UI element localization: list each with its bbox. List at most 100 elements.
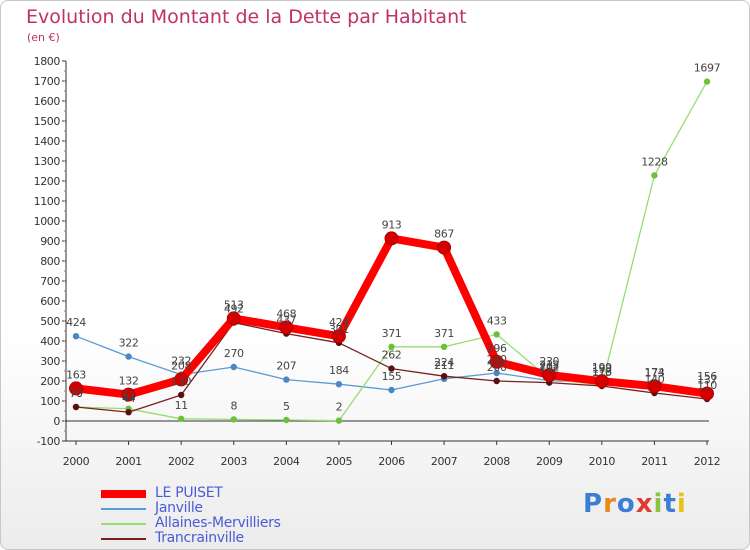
data-point [72,403,80,411]
data-label: 155 [382,370,402,383]
x-tick-label: 2003 [221,455,248,468]
data-point [174,372,189,387]
data-point [335,381,343,388]
data-point [493,369,500,377]
data-label: 230 [539,355,559,368]
data-label: 424 [66,316,86,329]
x-tick-label: 2006 [378,455,405,468]
y-tick-label: 1800 [34,55,61,68]
data-label: 184 [329,364,349,377]
data-label: 192 [539,363,559,376]
x-tick-label: 2010 [589,455,616,468]
data-point [440,373,448,380]
data-label: 202 [539,361,559,374]
data-label: 140 [645,373,665,386]
data-label: 178 [592,365,612,378]
data-point [230,416,237,423]
data-label: 2 [336,401,343,414]
data-label: 224 [434,356,454,369]
y-tick-label: 1000 [34,215,61,228]
chart-legend: LE PUISET Janville Allaines-Mervilliers Tra… [101,486,281,546]
data-point [125,409,132,416]
legend-item: Trancrainville [101,531,281,546]
x-tick-label: 2000 [63,455,90,468]
y-tick-label: 300 [40,355,60,368]
data-point [647,379,662,394]
data-label: 199 [592,361,612,374]
data-label: 371 [382,327,402,340]
legend-label: LE PUISET [155,485,223,501]
data-point [279,320,294,335]
legend-swatch [101,507,146,510]
data-label: 232 [171,355,191,368]
x-tick-label: 2009 [536,455,563,468]
data-point [283,416,290,424]
legend-label: Trancrainville [155,530,244,546]
x-tick-label: 2007 [431,455,458,468]
data-point [493,377,500,385]
x-tick-label: 2011 [641,455,667,468]
data-point [437,240,452,255]
data-point [335,417,343,424]
data-label: 110 [697,379,717,392]
data-point [226,311,241,326]
x-tick-label: 2001 [115,455,141,468]
y-tick-label: 900 [40,235,60,248]
data-label: 70 [69,387,83,400]
data-label: 867 [434,228,454,241]
y-tick-label: 100 [40,395,60,408]
logo-letter: x [635,489,654,519]
data-point [388,343,395,350]
data-point [703,78,711,85]
data-label: 193 [592,362,612,375]
data-label: 492 [224,303,244,316]
data-label: 137 [697,374,717,387]
x-tick-label: 2005 [326,455,353,468]
y-tick-label: 600 [40,295,60,308]
y-tick-label: 700 [40,275,60,288]
legend-swatch [101,537,146,540]
y-tick-label: 1400 [34,135,61,148]
legend-item: LE PUISET [101,486,281,501]
data-label: 424 [329,316,349,329]
data-point [230,363,237,371]
data-point [489,354,504,369]
x-tick-label: 2002 [168,455,194,468]
data-label: 200 [487,361,507,374]
data-label: 240 [487,353,507,366]
legend-swatch [101,522,146,525]
data-label: 173 [645,366,665,379]
data-point [493,331,500,338]
data-label: 371 [434,327,454,340]
data-label: 322 [119,337,139,350]
data-label: 296 [487,342,507,355]
data-label: 156 [697,370,717,383]
data-label: 913 [382,218,402,231]
logo-letter: i [653,489,664,519]
series-le-puiset [69,231,714,402]
y-tick-label: 1100 [34,195,61,208]
data-point [283,376,290,383]
chart-title: Evolution du Montant de la Dette par Hab… [26,6,467,28]
y-tick-label: 1600 [34,95,61,108]
data-point [388,365,395,372]
data-label: 513 [224,298,244,311]
logo-letter: r [603,489,617,519]
legend-item: Allaines-Mervilliers [101,516,281,531]
data-label: 5 [283,400,290,413]
data-label: 1228 [641,155,668,168]
logo-letter: i [676,489,687,519]
data-point [125,353,132,360]
legend-label: Allaines-Mervilliers [155,515,281,531]
data-label: 70 [69,387,83,400]
data-label: 1697 [694,62,721,75]
data-point [651,172,658,179]
data-label: 270 [224,347,244,360]
data-label: 433 [487,314,507,327]
x-tick-label: 2012 [694,455,720,468]
y-tick-label: 1300 [34,155,61,168]
data-label: 11 [175,399,188,412]
logo-letter: P [583,489,604,519]
x-tick-label: 2004 [273,455,300,468]
y-tick-label: 400 [40,335,60,348]
